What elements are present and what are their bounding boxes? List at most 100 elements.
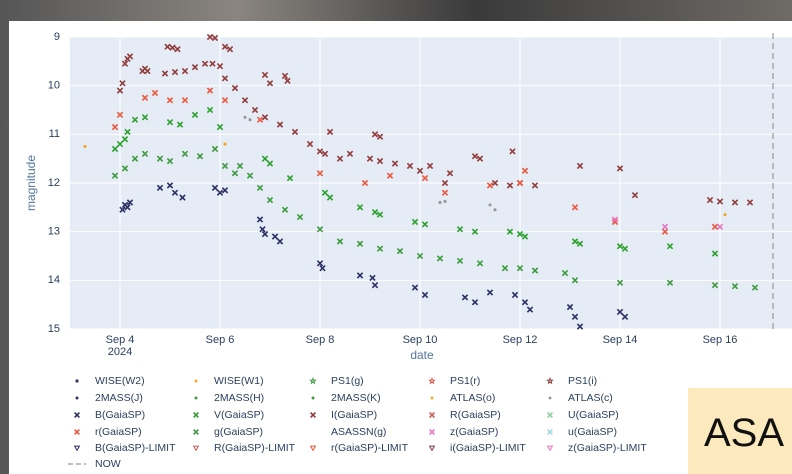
data-point: [371, 131, 379, 138]
data-point: [376, 157, 384, 165]
data-point: [246, 172, 254, 179]
legend-marker: [547, 429, 553, 435]
data-point: [471, 228, 479, 235]
data-point: [236, 162, 244, 170]
data-point: [666, 279, 674, 286]
data-point: [206, 33, 214, 41]
x-tick-label: Sep 14: [603, 334, 638, 346]
data-point: [456, 257, 464, 265]
data-point: [166, 157, 174, 165]
data-point: [211, 184, 219, 192]
data-point: [386, 172, 394, 179]
legend-marker: [193, 412, 199, 418]
data-point: [511, 291, 519, 299]
data-point: [111, 172, 119, 179]
legend-marker: [546, 376, 554, 385]
data-point: [521, 233, 529, 240]
x-tick-label: Sep 6: [206, 334, 235, 346]
legend-marker: [311, 396, 315, 400]
data-point: [706, 196, 714, 204]
data-point: [509, 148, 516, 155]
data-point: [261, 230, 269, 238]
x-tick-year: 2024: [108, 346, 132, 358]
data-point: [121, 136, 129, 143]
data-point: [119, 206, 126, 213]
data-point: [271, 233, 279, 240]
data-point: [441, 189, 449, 196]
y-tick-label: 14: [48, 274, 60, 286]
data-point: [116, 111, 124, 119]
data-point: [421, 174, 429, 182]
data-point: [711, 250, 719, 257]
data-point: [126, 199, 134, 206]
data-point: [456, 226, 464, 233]
data-point: [181, 67, 189, 75]
data-point: [206, 87, 214, 94]
legend-label: R(GaiaSP): [450, 409, 501, 421]
legend-label: PS1(r): [450, 375, 480, 387]
data-point: [116, 87, 124, 94]
legend-marker: [429, 412, 435, 418]
data-point: [446, 170, 454, 177]
data-point: [291, 128, 299, 136]
data-point: [144, 67, 151, 75]
legend-marker: [194, 379, 198, 383]
data-point: [166, 119, 174, 126]
legend-label: ATLAS(o): [450, 392, 495, 404]
data-point: [438, 200, 442, 205]
data-point: [316, 226, 324, 233]
data-point: [223, 142, 227, 146]
data-point: [506, 182, 514, 189]
legend-label: 2MASS(K): [331, 392, 381, 404]
data-point: [211, 34, 219, 42]
data-point: [179, 194, 186, 201]
data-point: [566, 303, 574, 311]
legend-marker: [309, 376, 317, 385]
data-point: [164, 43, 171, 50]
data-point: [276, 121, 284, 128]
legend-label: PS1(i): [568, 375, 597, 387]
data-point: [426, 162, 434, 170]
data-point: [201, 60, 209, 67]
data-point: [486, 182, 494, 189]
data-point: [121, 165, 129, 172]
data-point: [156, 155, 164, 162]
data-point: [261, 71, 269, 79]
data-point: [231, 170, 239, 177]
data-point: [181, 150, 189, 157]
data-point: [356, 240, 364, 247]
x-tick-label: Sep 16: [703, 334, 738, 346]
y-axis-title: magnitude: [24, 155, 38, 211]
data-point: [416, 167, 424, 174]
data-point: [326, 194, 334, 201]
data-point: [316, 260, 324, 267]
data-point: [131, 116, 139, 123]
data-point: [611, 216, 619, 223]
data-point: [174, 46, 181, 53]
data-point: [521, 299, 529, 306]
data-point: [266, 80, 274, 87]
data-point: [406, 162, 414, 170]
x-tick-label: Sep 4: [106, 334, 135, 346]
data-point: [411, 218, 419, 226]
data-point: [256, 116, 264, 123]
data-point: [216, 123, 224, 131]
data-point: [476, 260, 484, 267]
legend-label: V(GaiaSP): [214, 409, 264, 421]
y-tick-label: 11: [49, 128, 60, 140]
data-point: [316, 170, 324, 177]
legend-label: 2MASS(J): [95, 392, 143, 404]
data-point: [196, 153, 204, 160]
data-point: [131, 155, 139, 162]
data-point: [141, 150, 149, 157]
data-point: [166, 182, 174, 189]
y-tick-label: 15: [48, 323, 60, 335]
legend-marker: [310, 412, 316, 418]
legend-label: ASASSN(g): [331, 426, 386, 438]
data-point: [221, 162, 229, 170]
data-point: [661, 223, 669, 230]
data-point: [716, 198, 724, 205]
data-point: [376, 245, 384, 252]
data-point: [281, 206, 289, 213]
